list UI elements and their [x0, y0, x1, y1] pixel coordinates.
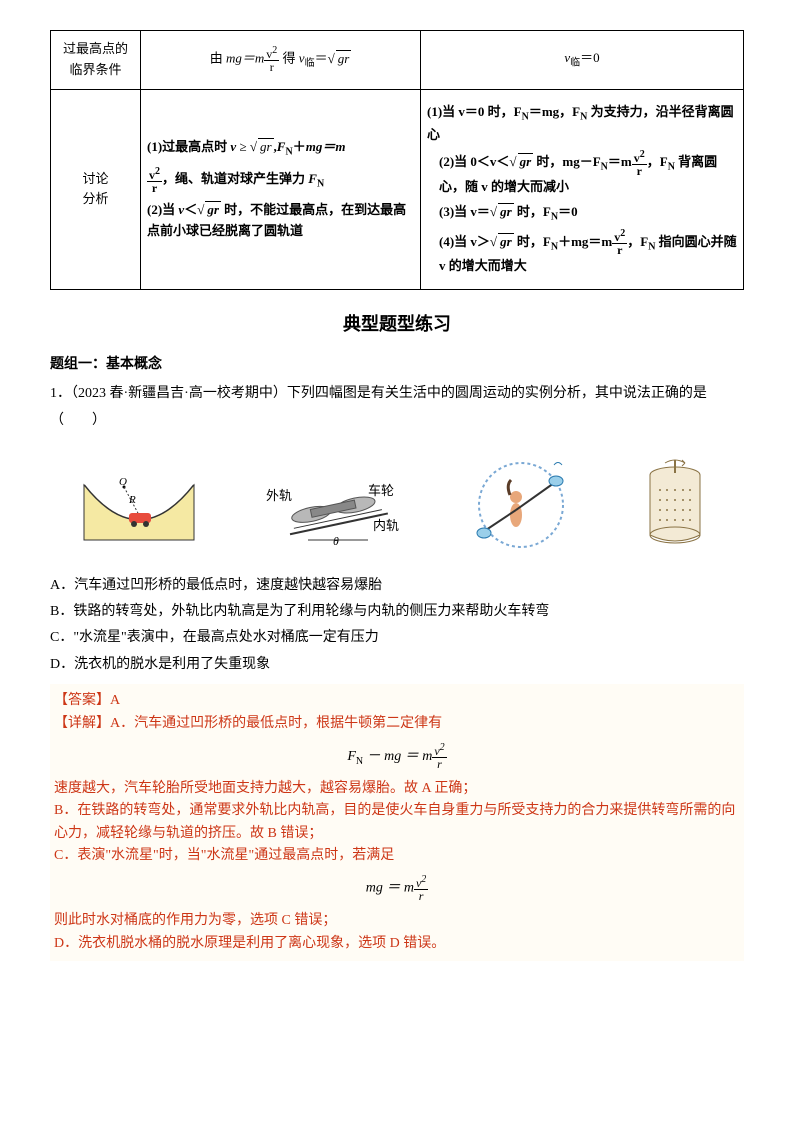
row1-col3: v临＝0 — [421, 31, 744, 90]
r2c2-1-prefix: (1)过最高点时 — [147, 139, 230, 154]
table-row: 过最高点的 临界条件 由 mg＝mv2r 得 v临＝gr v临＝0 — [51, 31, 744, 90]
row2-col3: (1)当 v＝0 时，FN＝mg，FN 为支持力，沿半径背离圆心 (2)当 0＜… — [421, 89, 744, 290]
row1-col2: 由 mg＝mv2r 得 v临＝gr — [141, 31, 421, 90]
answer-label: 【答案】 — [54, 693, 110, 708]
figure-car-bridge: O R — [79, 465, 199, 545]
radical-icon — [197, 202, 204, 217]
detail-a1: A．汽车通过凹形桥的最低点时，根据牛顿第二定律有 — [110, 716, 442, 731]
row1-label: 过最高点的 临界条件 — [51, 31, 141, 90]
figures-row: O R 外轨 内轨 车轮 θ — [50, 450, 744, 560]
c3-4a: (4)当 v＞ — [439, 234, 490, 249]
radical-icon — [250, 139, 257, 154]
answer-block: 【答案】A 【详解】A．汽车通过凹形桥的最低点时，根据牛顿第二定律有 FN － … — [50, 684, 744, 961]
option-c: C．"水流星"表演中，在最高点处水对桶底一定有压力 — [50, 627, 744, 649]
label-wheel: 车轮 — [368, 483, 394, 498]
label-line1: 过最高点的 — [63, 41, 128, 56]
figure-washer — [635, 455, 715, 555]
r2c3-3: (3)当 v＝gr 时，FN＝0 — [427, 202, 737, 226]
frac-v2r-2: v2r — [147, 167, 162, 194]
r2c3-2: (2)当 0＜v＜gr 时，mg－FN＝mv2r，FN 背离圆心，随 v 的增大… — [427, 150, 737, 198]
detail-c2: 则此时水对桶底的作用力为零，选项 C 错误； — [54, 910, 740, 932]
label-theta: θ — [333, 534, 339, 548]
c3-2d: ，F — [647, 154, 668, 169]
label-inner: 内轨 — [373, 518, 399, 533]
sub-lin: 临 — [305, 58, 315, 69]
option-a: A．汽车通过凹形桥的最低点时，速度越快越容易爆胎 — [50, 575, 744, 597]
sqrt-gr2: gr — [258, 138, 274, 154]
option-d: D．洗衣机的脱水是利用了失重现象 — [50, 654, 744, 676]
c3-1a: (1)当 v＝0 时，F — [427, 104, 522, 119]
answer-line: 【答案】A — [54, 690, 740, 712]
detail-a: 【详解】A．汽车通过凹形桥的最低点时，根据牛顿第二定律有 — [54, 713, 740, 735]
c3-4c: ＋mg＝m — [558, 234, 612, 249]
table-row: 讨论 分析 (1)过最高点时 v ≥ gr,FN＋mg＝m v2r，绳、轨道对球… — [51, 89, 744, 290]
label2-line1: 讨论 — [82, 171, 108, 186]
formula-1: FN － mg ＝ mv2r — [54, 743, 740, 770]
c3-2b: 时，mg－F — [533, 154, 601, 169]
detail-c1: C．表演"水流星"时，当"水流星"通过最高点时，若满足 — [54, 845, 740, 867]
c3-4b: 时，F — [514, 234, 551, 249]
sqrt-gr: gr — [336, 50, 352, 66]
detail-d1: D．洗衣机脱水桶的脱水原理是利用了离心现象，选项 D 错误。 — [54, 933, 740, 955]
section-title: 典型题型练习 — [50, 310, 744, 339]
option-b: B．铁路的转弯处，外轨比内轨高是为了利用轮缘与内轨的侧压力来帮助火车转弯 — [50, 601, 744, 623]
r2c2-1-mid: ，绳、轨道对球产生弹力 — [162, 171, 308, 186]
formula-mg: mg＝m — [226, 51, 264, 66]
c3-3a: (3)当 v＝ — [439, 204, 490, 219]
row2-col2: (1)过最高点时 v ≥ gr,FN＋mg＝m v2r，绳、轨道对球产生弹力 F… — [141, 89, 421, 290]
frac-v2r: v2r — [264, 46, 279, 73]
r2c2-line2: (2)当 v＜gr 时，不能过最高点，在到达最高点前小球已经脱离了圆轨道 — [147, 200, 414, 242]
c3-3c: ＝0 — [558, 204, 578, 219]
label-outer: 外轨 — [266, 488, 292, 503]
c3-4d: ，F — [627, 234, 648, 249]
radical-icon — [328, 51, 335, 66]
r2c3-1: (1)当 v＝0 时，FN＝mg，FN 为支持力，沿半径背离圆心 — [427, 102, 737, 146]
figure-water-star — [466, 455, 576, 555]
c3-1b: ＝mg，F — [529, 104, 580, 119]
figure-train-rail: 外轨 内轨 车轮 θ — [258, 460, 408, 550]
q-source: （2023 春·新疆昌吉·高一校考期中） — [71, 386, 287, 401]
label2-line2: 分析 — [82, 191, 108, 206]
r2c3-4: (4)当 v＞gr 时，FN＋mg＝mv2r，FN 指向圆心并随 v 的增大而增… — [427, 229, 737, 277]
c3-3b: 时，F — [514, 204, 551, 219]
detail-a2: 速度越大，汽车轮胎所受地面支持力越大，越容易爆胎。故 A 正确； — [54, 778, 740, 800]
label-r: R — [128, 494, 136, 506]
c3-2c: ＝m — [608, 154, 632, 169]
question-text: 1．（2023 春·新疆昌吉·高一校考期中）下列四幅图是有关生活中的圆周运动的实… — [50, 381, 744, 434]
answer-value: A — [110, 693, 120, 708]
eq-zero: ＝0 — [580, 50, 600, 65]
r1c2-prefix: 由 — [210, 51, 226, 66]
r2c2-line1: (1)过最高点时 v ≥ gr,FN＋mg＝m — [147, 137, 414, 161]
v-sub: 临 — [570, 58, 580, 69]
c3-2a: (2)当 0＜v＜ — [439, 154, 509, 169]
r2c2-2-prefix: (2)当 — [147, 202, 178, 217]
r1c2-mid: 得 — [283, 51, 299, 66]
group-title: 题组一：基本概念 — [50, 354, 744, 376]
v-ge: v — [230, 139, 236, 154]
r2c2-line1b: v2r，绳、轨道对球产生弹力 FN — [147, 167, 414, 194]
label-line2: 临界条件 — [69, 62, 121, 77]
detail-label: 【详解】 — [54, 716, 110, 731]
q-number: 1． — [50, 386, 71, 401]
r2c2-2-mid: 时，不能过最高点，在到达最高点前小球已经脱离了圆轨道 — [147, 202, 406, 238]
row2-label: 讨论 分析 — [51, 89, 141, 290]
physics-table: 过最高点的 临界条件 由 mg＝mv2r 得 v临＝gr v临＝0 讨论 分析 … — [50, 30, 744, 290]
formula-2: mg ＝ mv2r — [54, 875, 740, 902]
detail-b1: B．在铁路的转弯处，通常要求外轨比内轨高，目的是使火车自身重力与所受支持力的合力… — [54, 800, 740, 845]
